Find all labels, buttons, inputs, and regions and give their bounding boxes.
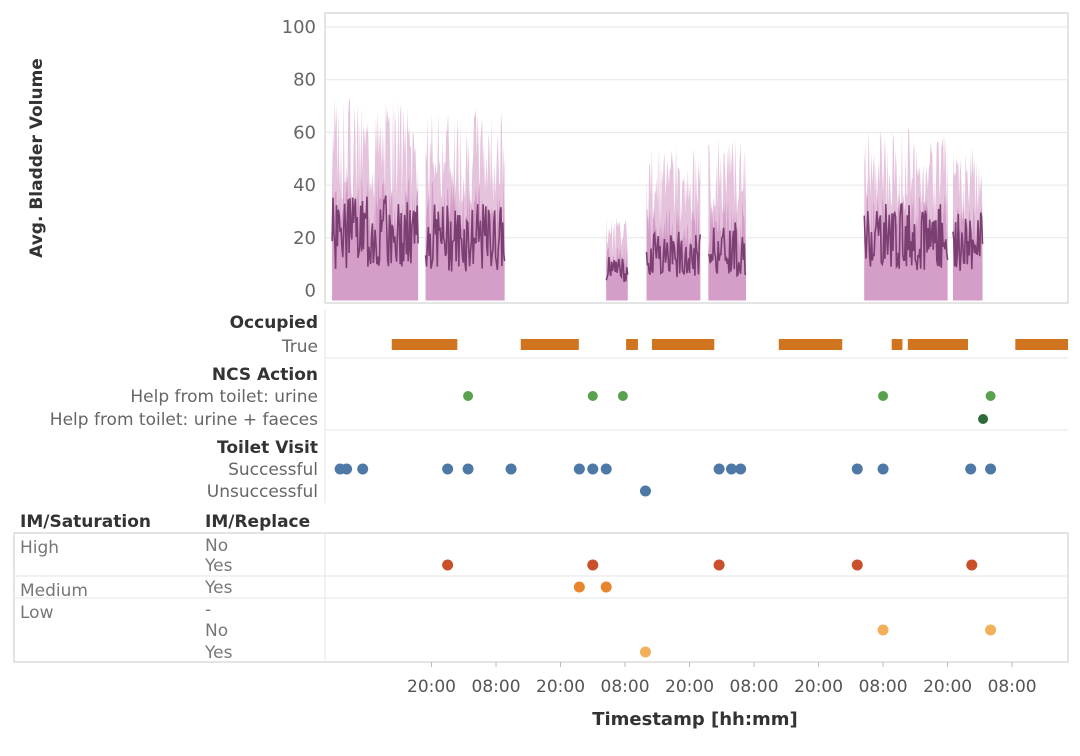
im-point <box>966 559 978 571</box>
im-saturation-header: IM/Saturation <box>20 512 151 532</box>
toilet-visit-point <box>713 463 725 475</box>
im-replace-label: Yes <box>204 556 233 576</box>
toilet-category-label: Successful <box>228 460 318 480</box>
y-axis-label: Avg. Bladder Volume <box>27 58 47 258</box>
ncs-action-point <box>985 391 996 401</box>
ncs-action-point <box>978 414 989 424</box>
im-point <box>713 559 725 571</box>
im-replace-header: IM/Replace <box>205 512 310 532</box>
toilet-visit-point <box>587 463 599 475</box>
ncs-action-point <box>617 391 628 401</box>
im-saturation-label: Medium <box>20 581 88 601</box>
ncs-category-label: Help from toilet: urine + faeces <box>50 410 318 430</box>
x-tick-label: 20:00 <box>923 677 972 697</box>
toilet-visit-point <box>462 463 474 475</box>
bladder-avg-line <box>331 195 419 269</box>
toilet-visit-point <box>573 463 585 475</box>
ncs-action-title: NCS Action <box>212 365 318 385</box>
im-replace-label: No <box>205 621 228 641</box>
toilet-visit-point <box>639 485 651 497</box>
bladder-avg-line <box>424 204 506 272</box>
x-tick-label: 20:00 <box>536 677 585 697</box>
y-tick-label: 0 <box>305 280 316 301</box>
occupied-bar <box>891 339 903 350</box>
im-replace-label: Yes <box>204 643 233 663</box>
occupied-true-label: True <box>281 337 318 357</box>
bladder-panel-frame <box>324 12 1069 304</box>
im-replace-label: No <box>205 536 228 556</box>
ncs-action-point <box>587 391 598 401</box>
y-tick-label: 40 <box>293 175 316 196</box>
occupied-bar <box>626 339 638 350</box>
x-tick-label: 20:00 <box>665 677 714 697</box>
toilet-visit-point <box>725 463 737 475</box>
y-tick-label: 100 <box>282 17 316 38</box>
occupied-bar <box>520 339 579 350</box>
toilet-visit-point <box>357 463 369 475</box>
occupied-title: Occupied <box>230 313 318 333</box>
x-tick-label: 08:00 <box>859 677 908 697</box>
ncs-category-label: Help from toilet: urine <box>130 387 318 407</box>
occupied-bar <box>651 339 715 350</box>
bladder-avg-line <box>863 202 949 271</box>
toilet-visit-point <box>341 463 353 475</box>
im-point <box>851 559 863 571</box>
bladder-avg-line <box>707 222 747 278</box>
im-point <box>877 624 889 636</box>
im-point <box>573 581 585 593</box>
im-saturation-label: High <box>20 538 59 558</box>
im-point <box>639 646 651 658</box>
toilet-visit-point <box>600 463 612 475</box>
x-tick-label: 20:00 <box>794 677 843 697</box>
toilet-visit-title: Toilet Visit <box>217 438 318 458</box>
x-tick-label: 08:00 <box>988 677 1037 697</box>
x-tick-label: 08:00 <box>472 677 521 697</box>
occupied-bar <box>1015 339 1068 350</box>
im-saturation-label: Low <box>20 603 54 623</box>
toilet-visit-point <box>877 463 889 475</box>
im-replace-label: Yes <box>204 578 233 598</box>
x-axis-label: Timestamp [hh:mm] <box>592 709 798 730</box>
ncs-action-point <box>878 391 889 401</box>
bladder-avg-line <box>952 212 984 271</box>
ncs-action-point <box>463 391 474 401</box>
y-tick-label: 60 <box>293 122 316 143</box>
occupied-bar <box>391 339 458 350</box>
toilet-visit-point <box>442 463 454 475</box>
bladder-avg-line <box>645 230 702 278</box>
im-replace-label: - <box>205 600 211 620</box>
toilet-visit-point <box>735 463 747 475</box>
x-tick-label: 08:00 <box>601 677 650 697</box>
toilet-visit-point <box>985 463 997 475</box>
im-point <box>985 624 997 636</box>
toilet-visit-point <box>851 463 863 475</box>
bladder-avg-line <box>605 256 629 283</box>
x-tick-label: 20:00 <box>407 677 456 697</box>
im-point <box>442 559 454 571</box>
occupied-bar <box>778 339 843 350</box>
y-tick-label: 80 <box>293 70 316 91</box>
toilet-category-label: Unsuccessful <box>207 482 318 502</box>
occupied-bar <box>907 339 969 350</box>
x-tick-label: 08:00 <box>730 677 779 697</box>
y-tick-label: 20 <box>293 228 316 249</box>
im-point <box>587 559 599 571</box>
toilet-visit-point <box>965 463 977 475</box>
toilet-visit-point <box>505 463 517 475</box>
im-point <box>600 581 612 593</box>
